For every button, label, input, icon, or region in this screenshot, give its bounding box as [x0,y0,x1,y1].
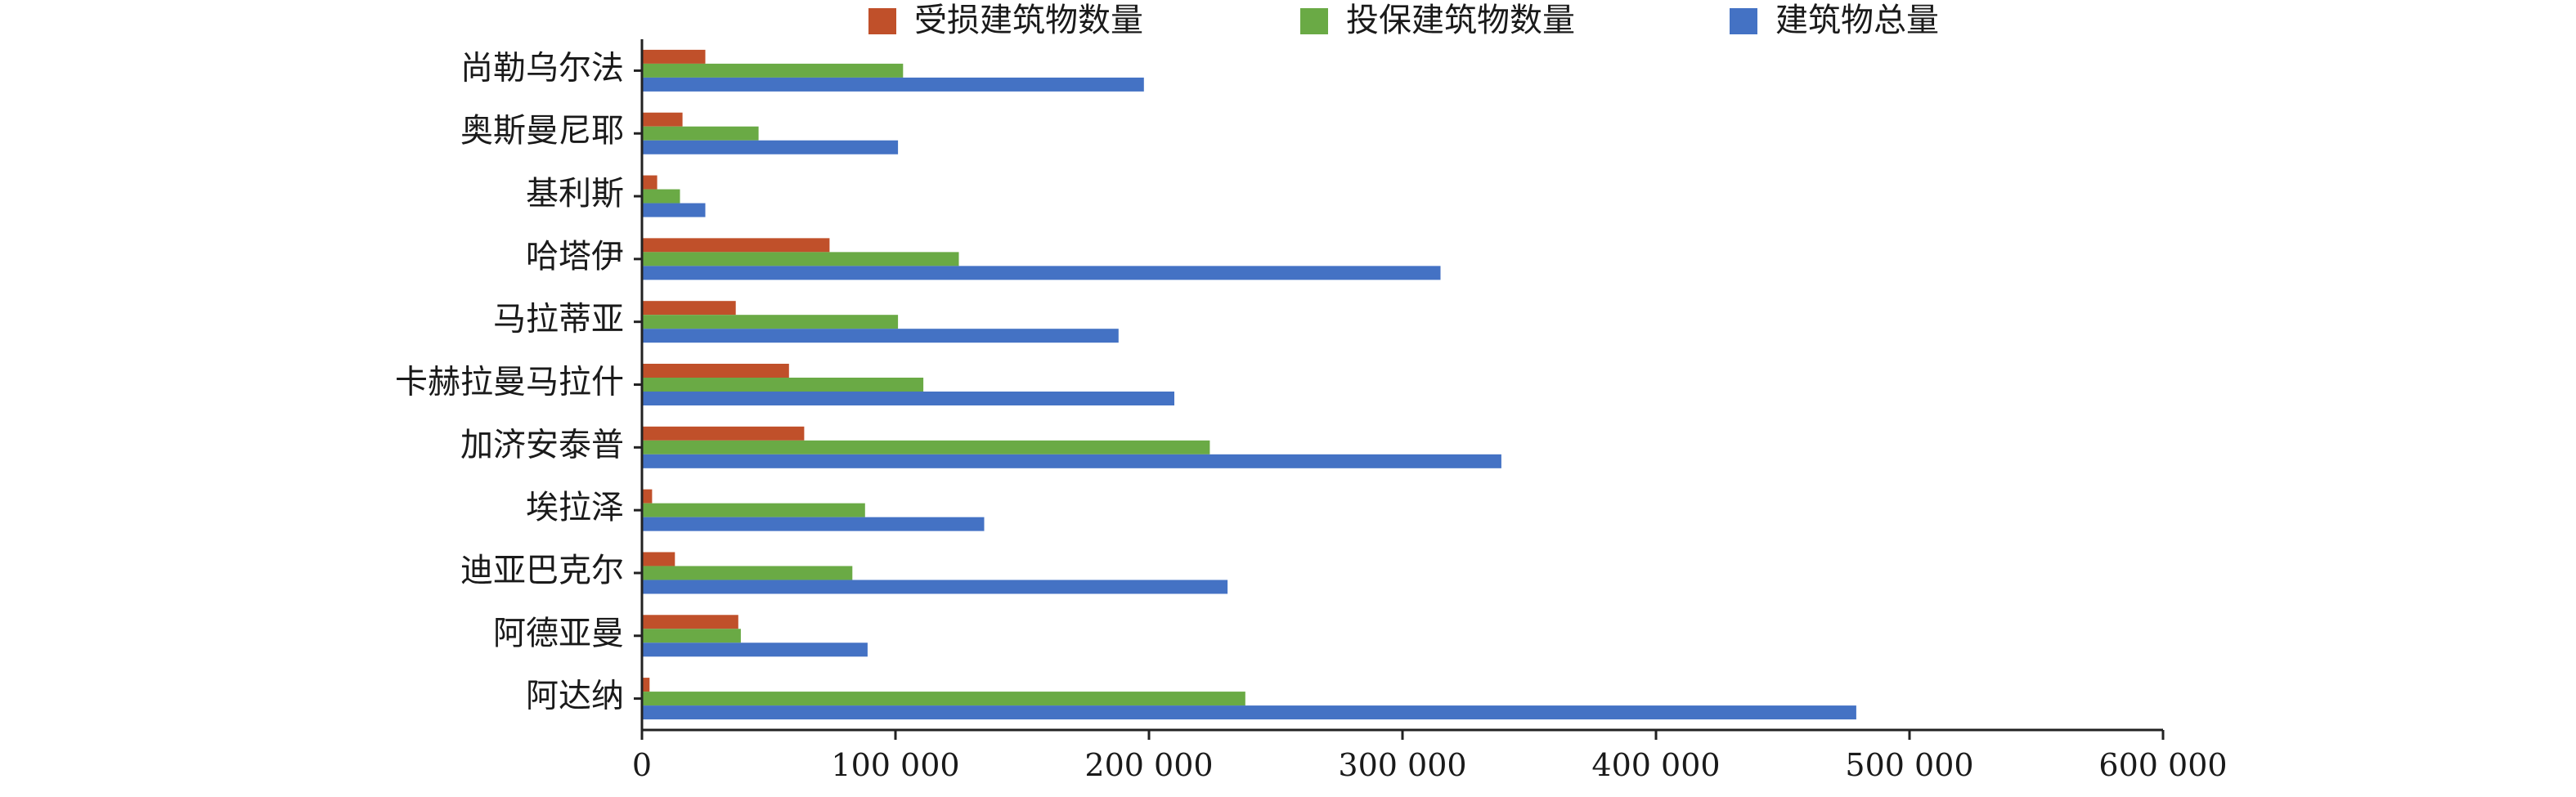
category-label: 哈塔伊 [526,238,624,275]
bar-series-2 [642,580,1228,594]
bar-series-2 [642,392,1174,405]
bar-series-2 [642,140,899,154]
x-tick-label: 200 000 [1084,747,1213,783]
legend-swatch [868,8,896,34]
category-axis-labels: 尚勒乌尔法奥斯曼尼耶基利斯哈塔伊马拉蒂亚卡赫拉曼马拉什加济安泰普埃拉泽迪亚巴克尔… [395,49,642,715]
legend-label: 投保建筑物数量 [1346,2,1575,39]
bar-series-2 [642,77,1144,92]
category-label: 基利斯 [526,175,624,213]
bar-series-0 [642,112,683,127]
category-label: 奥斯曼尼耶 [460,112,624,150]
x-axis-ticks: 0 100 000 200 000 300 000 400 000 500 000 600 … [632,730,2228,783]
bar-series-0 [642,364,789,378]
x-tick-label: 300 000 [1338,747,1466,783]
bar-series-2 [642,329,1119,343]
bar-series-1 [642,629,741,643]
bar-series-1 [642,252,959,266]
bar-series-1 [642,503,865,517]
x-tick-label: 100 000 [831,747,959,783]
x-tick-label: 0 [632,747,652,783]
bar-series-0 [642,552,675,566]
bar-series-0 [642,175,657,190]
chart-legend: 受损建筑物数量 投保建筑物数量 建筑物总量 [868,2,1939,39]
category-label: 阿达纳 [526,678,624,715]
bar-series-1 [642,692,1245,706]
bar-series-1 [642,126,759,141]
bar-series-1 [642,378,924,392]
bar-series-0 [642,238,830,253]
x-tick-label: 500 000 [1845,747,1973,783]
bar-series-0 [642,678,650,692]
category-label: 加济安泰普 [460,426,624,463]
bar-series-0 [642,49,706,64]
bar-series-2 [642,643,868,657]
x-tick-label: 600 000 [2098,747,2227,783]
bar-series-2 [642,203,706,217]
bar-series-1 [642,315,899,329]
legend-swatch [1300,8,1328,34]
legend-swatch [1730,8,1757,34]
bar-series-1 [642,63,904,78]
bar-series-0 [642,615,738,629]
category-label: 埃拉泽 [526,489,624,526]
bar-series-1 [642,440,1210,454]
bar-series-2 [642,266,1441,280]
legend-label: 受损建筑物数量 [914,2,1143,39]
bar-series-0 [642,301,736,316]
bar-series-0 [642,426,805,441]
x-tick-label: 400 000 [1591,747,1720,783]
category-label: 马拉蒂亚 [493,301,624,338]
bar-series-1 [642,189,680,204]
category-label: 卡赫拉曼马拉什 [395,364,624,401]
category-label: 尚勒乌尔法 [460,49,624,87]
category-label: 迪亚巴克尔 [460,552,624,589]
chart-bars [642,49,1856,720]
category-label: 阿德亚曼 [493,615,624,652]
bar-series-2 [642,705,1856,720]
bar-series-0 [642,489,653,504]
legend-label: 建筑物总量 [1775,2,1939,39]
bar-series-1 [642,566,853,580]
bar-series-2 [642,517,985,531]
bar-series-2 [642,454,1501,468]
